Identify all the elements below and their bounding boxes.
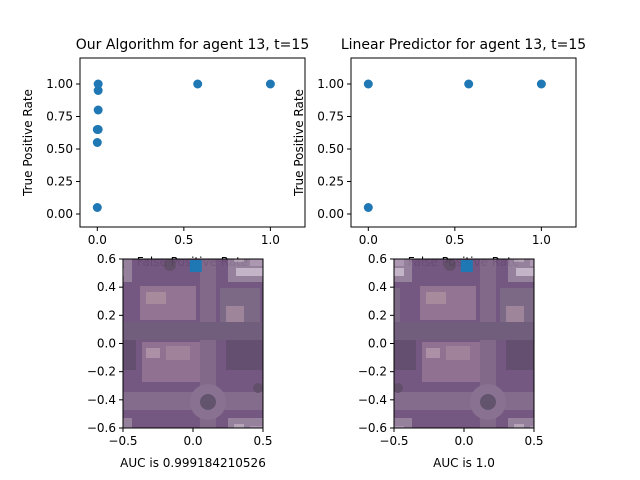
marker-group: [460, 260, 473, 273]
y-tick-label: 0.4: [368, 280, 387, 294]
y-tick-label: 0.25: [46, 175, 73, 189]
tick-group: −0.5 0.0 0.5 −0.6 −0.4 −0.2 0.0 0.2 0.4 0.6: [358, 252, 544, 448]
scatter-point: [363, 203, 373, 212]
scatter-point: [536, 79, 546, 89]
x-tick-label: −0.5: [108, 434, 137, 448]
y-tick-label: 0.2: [97, 308, 116, 322]
plot-frame: [79, 57, 306, 228]
y-tick-label: 0.0: [97, 337, 116, 351]
auc-label: AUC is 1.0: [433, 456, 495, 470]
x-tick-label: 1.0: [261, 233, 280, 247]
scatter-point: [193, 79, 203, 89]
x-tick-label: −0.5: [379, 434, 408, 448]
y-tick-label: −0.2: [358, 365, 387, 379]
y-tick-label: −0.4: [87, 393, 116, 407]
scatter-point: [92, 138, 102, 147]
aerial-map-our-algorithm: −0.5 0.0 0.5 −0.6 −0.4 −0.2 0.0 0.2 0.4 0.6 AUC i…: [87, 252, 273, 470]
aerial-map-image: [394, 259, 534, 428]
scatter-point: [93, 105, 103, 115]
y-tick-label: 0.0: [368, 337, 387, 351]
scatter-point: [93, 125, 103, 134]
tick-group: 0.0 0.5 1.0 0.00 0.25 0.50 0.75 1.00: [317, 77, 551, 247]
y-tick-label: 0.25: [317, 175, 344, 189]
plot-title: Our Algorithm for agent 13, t=15: [76, 37, 309, 53]
y-tick-label: −0.4: [358, 393, 387, 407]
x-tick-label: 1.0: [532, 233, 551, 247]
scatter-point: [93, 79, 103, 89]
x-tick-label: 0.5: [445, 233, 464, 247]
y-axis-label: True Positive Rate: [292, 89, 306, 197]
tick-group: −0.5 0.0 0.5 −0.6 −0.4 −0.2 0.0 0.2 0.4 0.6: [87, 252, 273, 448]
y-tick-label: 0.4: [97, 280, 116, 294]
y-tick-label: −0.2: [87, 365, 116, 379]
scatter-point: [265, 79, 275, 89]
y-tick-label: −0.6: [358, 421, 387, 435]
agent-position-marker: [189, 260, 202, 273]
roc-plot-linear-predictor: 0.0 0.5 1.0 0.00 0.25 0.50 0.75 1.00 Linear Pre…: [292, 37, 586, 269]
auc-label: AUC is 0.999184210526: [120, 456, 266, 470]
x-tick-label: 0.0: [88, 233, 107, 247]
aerial-map-linear-predictor: −0.5 0.0 0.5 −0.6 −0.4 −0.2 0.0 0.2 0.4 0.6 AUC i…: [358, 252, 544, 470]
y-axis-label: True Positive Rate: [21, 89, 35, 197]
x-tick-label: 0.0: [454, 434, 473, 448]
y-tick-label: 0.00: [317, 207, 344, 221]
y-tick-label: 0.2: [368, 308, 387, 322]
y-tick-label: 0.50: [46, 142, 73, 156]
scatter-points: [92, 79, 275, 212]
y-tick-label: 1.00: [46, 77, 73, 91]
scatter-point: [93, 86, 103, 95]
aerial-map-image: [123, 259, 263, 428]
x-tick-label: 0.5: [524, 434, 543, 448]
y-tick-label: 0.6: [368, 252, 387, 266]
marker-group: [189, 260, 202, 273]
x-tick-label: 0.0: [359, 233, 378, 247]
y-tick-label: 0.50: [317, 142, 344, 156]
y-tick-label: −0.6: [87, 421, 116, 435]
tick-group: 0.0 0.5 1.0 0.00 0.25 0.50 0.75 1.00: [46, 77, 280, 247]
agent-position-marker: [460, 260, 473, 273]
x-tick-label: 0.0: [183, 434, 202, 448]
roc-plot-our-algorithm: 0.0 0.5 1.0 0.00 0.25 0.50 0.75 1.00 Our Algori…: [21, 37, 309, 269]
scatter-points: [363, 79, 546, 212]
x-tick-label: 0.5: [174, 233, 193, 247]
scatter-point: [92, 203, 102, 212]
scatter-point: [464, 79, 474, 89]
y-tick-label: 0.00: [46, 207, 73, 221]
y-tick-label: 0.75: [46, 110, 73, 124]
y-tick-label: 0.6: [97, 252, 116, 266]
plot-frame: [350, 57, 577, 228]
plot-title: Linear Predictor for agent 13, t=15: [341, 37, 586, 53]
x-tick-label: 0.5: [253, 434, 272, 448]
y-tick-label: 0.75: [317, 110, 344, 124]
scatter-point: [363, 79, 373, 89]
y-tick-label: 1.00: [317, 77, 344, 91]
